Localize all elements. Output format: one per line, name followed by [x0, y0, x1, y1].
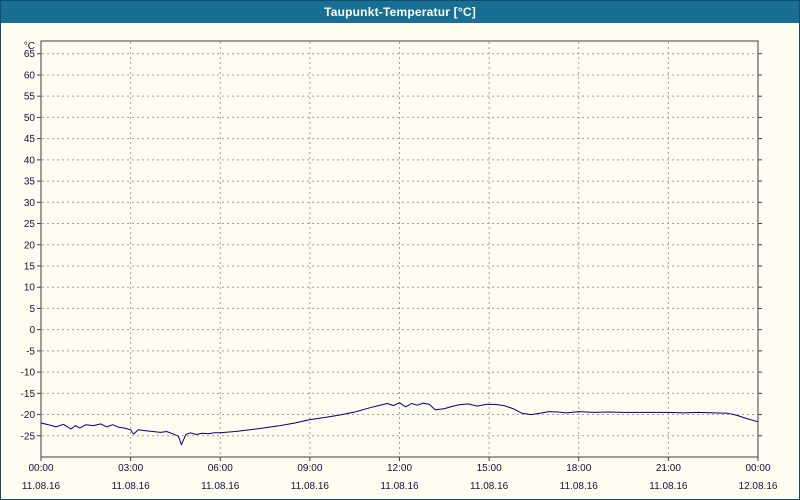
svg-text:11.08.16: 11.08.16 — [201, 481, 240, 492]
svg-text:15: 15 — [24, 261, 36, 272]
svg-text:20: 20 — [24, 240, 36, 251]
svg-text:18:00: 18:00 — [566, 463, 591, 474]
svg-text:12:00: 12:00 — [387, 463, 412, 474]
svg-text:5: 5 — [29, 304, 35, 315]
svg-text:11.08.16: 11.08.16 — [22, 481, 61, 492]
svg-text:11.08.16: 11.08.16 — [560, 481, 599, 492]
svg-text:55: 55 — [24, 92, 36, 103]
svg-text:-15: -15 — [21, 389, 36, 400]
svg-text:00:00: 00:00 — [745, 463, 770, 474]
svg-text:-20: -20 — [21, 410, 36, 421]
svg-text:30: 30 — [24, 198, 36, 209]
svg-text:-5: -5 — [26, 346, 35, 357]
svg-text:00:00: 00:00 — [28, 463, 53, 474]
svg-text:-10: -10 — [21, 368, 36, 379]
svg-text:11.08.16: 11.08.16 — [291, 481, 330, 492]
chart-svg: 65605550454035302520151050-5-10-15-20-25… — [21, 40, 778, 492]
svg-text:06:00: 06:00 — [208, 463, 233, 474]
svg-text:11.08.16: 11.08.16 — [470, 481, 509, 492]
svg-text:0: 0 — [29, 325, 35, 336]
svg-text:15:00: 15:00 — [477, 463, 502, 474]
svg-text:40: 40 — [24, 155, 36, 166]
window-title-bar: Taupunkt-Temperatur [°C] — [1, 1, 799, 23]
svg-text:35: 35 — [24, 177, 36, 188]
svg-text:65: 65 — [24, 49, 36, 60]
svg-text:09:00: 09:00 — [297, 463, 322, 474]
svg-text:50: 50 — [24, 113, 36, 124]
svg-text:21:00: 21:00 — [656, 463, 681, 474]
svg-text:12.08.16: 12.08.16 — [739, 481, 778, 492]
svg-text:45: 45 — [24, 134, 36, 145]
svg-text:25: 25 — [24, 219, 36, 230]
svg-text:11.08.16: 11.08.16 — [380, 481, 419, 492]
svg-text:10: 10 — [24, 283, 36, 294]
svg-text:11.08.16: 11.08.16 — [649, 481, 688, 492]
chart-title: Taupunkt-Temperatur [°C] — [324, 5, 476, 19]
svg-text:11.08.16: 11.08.16 — [112, 481, 151, 492]
svg-text:°C: °C — [24, 41, 35, 52]
svg-text:03:00: 03:00 — [118, 463, 143, 474]
svg-text:60: 60 — [24, 70, 36, 81]
svg-text:-25: -25 — [21, 431, 36, 442]
